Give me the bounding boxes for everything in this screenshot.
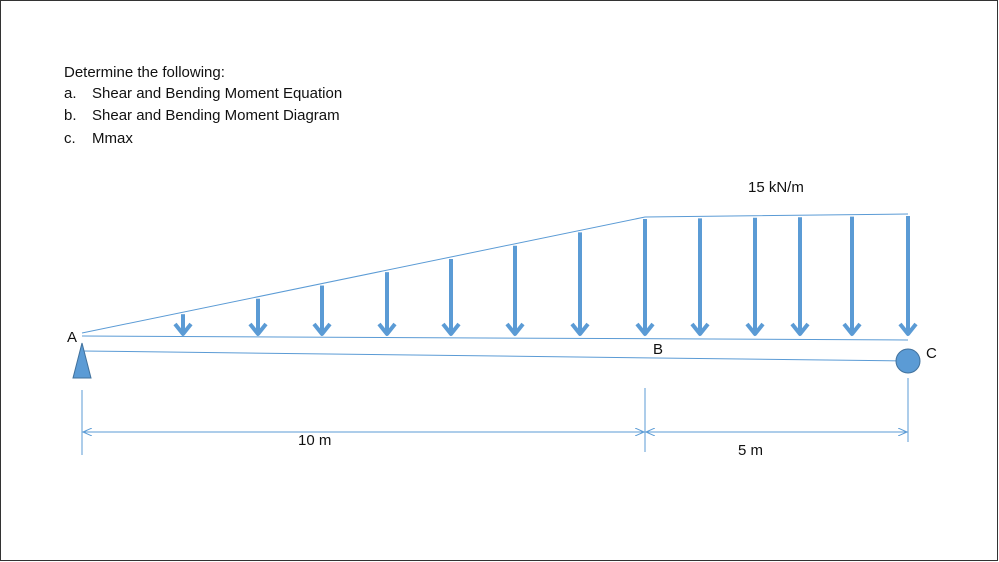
load-arrow-head bbox=[377, 322, 397, 336]
item-text: Mmax bbox=[92, 130, 133, 147]
item-text: Shear and Bending Moment Equation bbox=[92, 85, 342, 102]
pin-support bbox=[72, 342, 92, 379]
load-arrow-head bbox=[635, 322, 655, 336]
beam-top bbox=[81, 335, 909, 341]
load-arrow-head bbox=[505, 322, 525, 336]
load-arrow-head bbox=[690, 322, 710, 336]
roller-support bbox=[895, 348, 921, 374]
beam-bottom bbox=[81, 350, 909, 362]
load-arrow-head bbox=[745, 322, 765, 336]
load-arrow-head bbox=[312, 322, 332, 336]
load-arrow-head bbox=[441, 322, 461, 336]
load-arrow-head bbox=[248, 322, 268, 336]
item-marker: b. bbox=[64, 107, 77, 124]
load-arrow-head bbox=[842, 322, 862, 336]
item-text: Shear and Bending Moment Diagram bbox=[92, 107, 340, 124]
load-arrow-head bbox=[898, 322, 918, 336]
point-label: A bbox=[67, 329, 77, 346]
load-label: 15 kN/m bbox=[748, 179, 804, 196]
item-marker: c. bbox=[64, 130, 76, 147]
load-outline bbox=[81, 213, 909, 334]
dimension-label: 10 m bbox=[298, 432, 331, 449]
item-marker: a. bbox=[64, 85, 77, 102]
load-arrow-head bbox=[173, 322, 193, 336]
dimension-label: 5 m bbox=[738, 442, 763, 459]
point-label: B bbox=[653, 341, 663, 358]
point-label: C bbox=[926, 345, 937, 362]
load-arrow-head bbox=[790, 322, 810, 336]
prompt: Determine the following: bbox=[64, 64, 225, 81]
load-arrow-head bbox=[570, 322, 590, 336]
